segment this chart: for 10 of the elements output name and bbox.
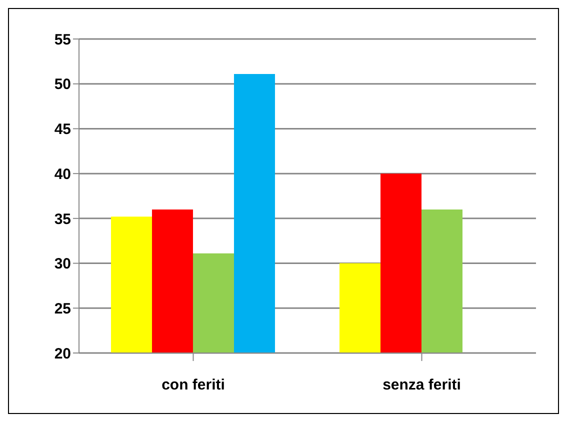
y-tick-label: 50: [54, 76, 71, 94]
y-tick-label: 35: [54, 210, 71, 228]
y-tick-label: 30: [54, 256, 71, 273]
y-tick-label: 45: [54, 121, 71, 138]
y-tick-label: 55: [54, 31, 71, 48]
x-tick-label: con feriti: [162, 376, 225, 394]
y-tick-label: 20: [54, 345, 71, 362]
x-tick-label: senza feriti: [382, 376, 461, 394]
y-tick-label: 25: [54, 300, 71, 318]
y-tick-label: 40: [54, 166, 71, 183]
